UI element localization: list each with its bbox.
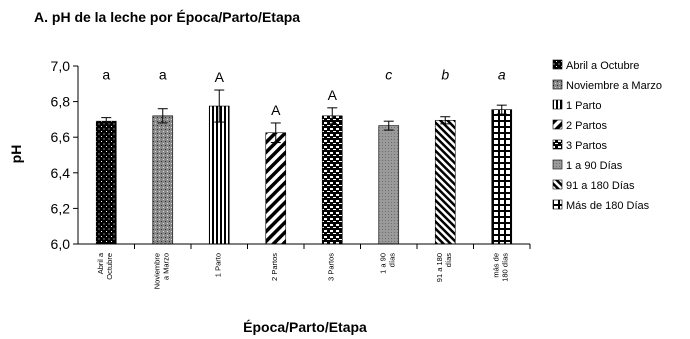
legend-label: 91 a 180 Días [566, 180, 635, 192]
bar-8 [491, 109, 513, 245]
bar-6 [378, 125, 400, 245]
legend: Abril a Octubre Noviembre a Marzo 1 Parto 2… [552, 59, 662, 212]
x-category-label-line: 1 Parto [213, 253, 222, 277]
legend-swatch [552, 59, 563, 70]
y-axis-title: pH [8, 145, 24, 164]
y-tick-label: 6,2 [51, 200, 71, 216]
x-category-label: 1 a 90 días [378, 253, 396, 274]
x-category-label-line: más de [491, 253, 500, 278]
legend-swatch [552, 79, 563, 90]
y-tick-label: 6,0 [51, 236, 71, 252]
significance-label: a [498, 66, 506, 82]
x-category-label-line: días [387, 253, 396, 267]
bar-5 [321, 115, 343, 245]
significance-label: a [102, 66, 110, 82]
bars: a a A A Ac b a [95, 66, 513, 245]
bar-2 [152, 115, 174, 245]
x-category-label-line: 180 días [500, 253, 509, 282]
x-category-label-line: Octubre [105, 253, 114, 280]
x-category-label-line: Abril a [96, 252, 105, 274]
x-category-label: Abril a Octubre [96, 252, 114, 280]
y-tick-label: 6,6 [51, 129, 71, 145]
x-category-label-line: 1 a 90 [378, 253, 387, 274]
bar-3 [208, 105, 230, 245]
legend-label: Más de 180 Días [566, 200, 650, 212]
bar-4 [265, 132, 287, 245]
x-category-label: 2 Partos [270, 253, 279, 281]
significance-label: A [215, 69, 225, 85]
x-category-label: Noviembre a Marzo [152, 253, 170, 289]
legend-swatch [552, 139, 563, 150]
x-axis-title: Época/Parto/Etapa [243, 319, 367, 335]
x-category-label: más de 180 días [491, 253, 509, 282]
x-category-label: 91 a 180 días [435, 253, 453, 282]
x-category-label: 1 Parto [213, 253, 222, 277]
y-tick-label: 6,4 [51, 165, 71, 181]
x-axis: Abril a Octubre Noviembre a Marzo 1 Parto 2 P… [78, 243, 531, 289]
bar-7 [434, 119, 456, 245]
legend-label: Abril a Octubre [566, 60, 639, 72]
x-category-label-line: 2 Partos [270, 253, 279, 281]
significance-label: A [271, 102, 281, 118]
legend-swatch [552, 199, 563, 210]
significance-label: A [328, 87, 338, 103]
x-category-label: 3 Partos [326, 253, 335, 281]
y-tick-label: 7,0 [51, 58, 71, 74]
x-category-label-line: a Marzo [161, 253, 170, 280]
x-category-label-line: Noviembre [152, 253, 161, 289]
chart-title: A. pH de la leche por Época/Parto/Etapa [34, 9, 300, 25]
significance-label: a [159, 66, 167, 82]
legend-label: 1 a 90 Días [566, 160, 623, 172]
legend-swatch [552, 119, 563, 130]
y-tick-label: 6,8 [51, 94, 71, 110]
y-axis: 6,0 6,2 6,4 6,6 6,8 7,0 [51, 58, 79, 252]
x-category-label-line: 3 Partos [326, 253, 335, 281]
legend-label: 2 Partos [566, 120, 607, 132]
legend-swatch [552, 99, 563, 110]
x-category-label-line: días [444, 253, 453, 267]
significance-label: b [441, 66, 449, 82]
legend-swatch [552, 159, 563, 170]
legend-label: 1 Parto [566, 100, 601, 112]
legend-label: Noviembre a Marzo [566, 80, 662, 92]
x-category-label-line: 91 a 180 [435, 253, 444, 282]
bar-1 [95, 120, 117, 245]
legend-swatch [552, 179, 563, 190]
legend-label: 3 Partos [566, 140, 607, 152]
significance-label: c [385, 66, 392, 82]
